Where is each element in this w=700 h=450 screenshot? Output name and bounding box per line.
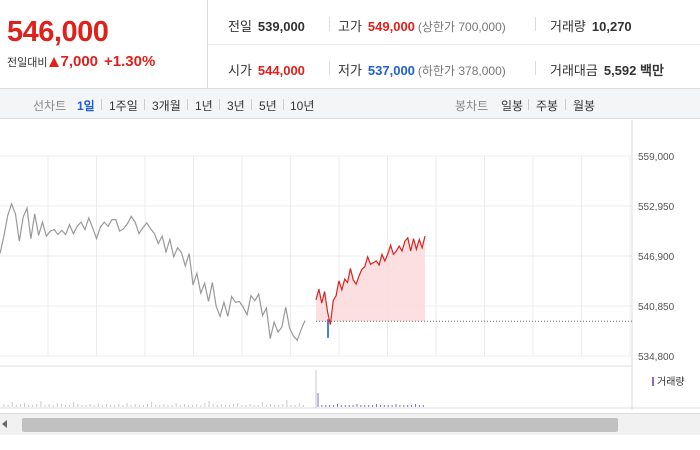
- open-value: 544,000: [257, 63, 305, 78]
- candle-monthly-tab[interactable]: 월봉: [573, 99, 596, 113]
- lower-limit: (하한가 378,000): [417, 64, 506, 78]
- amount-label: 거래대금: [550, 63, 598, 78]
- open-label: 시가: [228, 63, 252, 78]
- period-3y-tab[interactable]: 3년: [227, 99, 245, 113]
- volume-legend-label: 거래량: [657, 377, 685, 388]
- up-triangle-icon: [49, 57, 60, 67]
- change-percent: +1.30%: [104, 53, 156, 70]
- open-price: 시가 544,000: [228, 60, 305, 79]
- change-label: 전일대비: [7, 56, 48, 69]
- scrollbar-thumb[interactable]: [22, 418, 618, 432]
- upper-limit: (상한가 700,000): [417, 20, 506, 34]
- trading-amount: 거래대금 5,592 백만: [550, 60, 664, 79]
- chart-toolbar: 선차트 1일 1주일 3개월 1년 3년 5년 10년 봉차트 일봉 주봉 월봉: [0, 89, 700, 119]
- gain-area-fill: [316, 236, 425, 325]
- y-tick-label: 552,950: [638, 202, 675, 213]
- period-1y-tab[interactable]: 1년: [195, 99, 213, 113]
- period-5y-tab[interactable]: 5년: [259, 99, 277, 113]
- intraday-price-chart: 559,000 552,950 546,900 540,850 534,800: [0, 120, 700, 410]
- period-10y-tab[interactable]: 10년: [290, 99, 315, 113]
- high-label: 고가: [338, 19, 362, 34]
- scroll-left-arrow-icon[interactable]: [2, 420, 7, 428]
- prev-close-label: 전일: [228, 19, 252, 34]
- current-session-line: [315, 236, 426, 325]
- divider: [283, 99, 284, 110]
- period-3m-tab[interactable]: 3개월: [152, 99, 181, 113]
- volume-swatch: [652, 377, 654, 386]
- divider: [101, 99, 102, 110]
- divider: [187, 99, 188, 110]
- current-price-box: 546,000 전일대비 7,000 +1.30%: [0, 0, 208, 89]
- chart-scrollbar[interactable]: [0, 413, 700, 435]
- divider: [535, 61, 536, 75]
- divider: [329, 61, 330, 75]
- low-price: 저가 537,000 (하한가 378,000): [338, 60, 506, 79]
- price-change-row: 전일대비 7,000 +1.30%: [7, 53, 155, 70]
- candle-chart-label: 봉차트: [455, 99, 489, 113]
- prev-session-line: [0, 202, 306, 342]
- y-tick-label: 546,900: [638, 252, 675, 263]
- volume-label: 거래량: [550, 19, 586, 34]
- divider: [329, 17, 330, 31]
- volume: 거래량 10,270: [550, 16, 632, 35]
- line-chart-label: 선차트: [33, 99, 67, 113]
- candle-daily-tab[interactable]: 일봉: [501, 99, 524, 113]
- high-price: 고가 549,000 (상한가 700,000): [338, 16, 506, 35]
- divider: [251, 99, 252, 110]
- divider: [219, 99, 220, 110]
- volume-legend: 거래량: [652, 373, 685, 388]
- prev-close-value: 539,000: [257, 19, 305, 34]
- current-price: 546,000: [7, 16, 109, 48]
- stats-row-divider: [208, 44, 700, 45]
- volume-bars: [0, 365, 700, 409]
- amount-value: 5,592 백만: [603, 63, 664, 78]
- y-tick-label: 534,800: [638, 352, 675, 363]
- price-series: [0, 202, 632, 342]
- low-value: 537,000: [367, 63, 415, 78]
- y-tick-label: 559,000: [638, 152, 675, 163]
- y-tick-label: 540,850: [638, 302, 675, 313]
- candle-weekly-tab[interactable]: 주봉: [536, 99, 559, 113]
- divider: [535, 17, 536, 31]
- change-value: 7,000: [60, 53, 99, 70]
- period-1w-tab[interactable]: 1주일: [109, 99, 138, 113]
- divider: [565, 99, 566, 110]
- volume-value: 10,270: [591, 19, 632, 34]
- period-1d-tab[interactable]: 1일: [77, 99, 95, 113]
- low-label: 저가: [338, 63, 362, 78]
- prev-close: 전일 539,000: [228, 16, 305, 35]
- divider: [528, 99, 529, 110]
- high-value: 549,000: [367, 19, 415, 34]
- y-axis-ticks: 559,000 552,950 546,900 540,850 534,800: [638, 152, 675, 363]
- divider: [144, 99, 145, 110]
- price-header: 546,000 전일대비 7,000 +1.30% 전일 539,000 고가 549,…: [0, 0, 700, 89]
